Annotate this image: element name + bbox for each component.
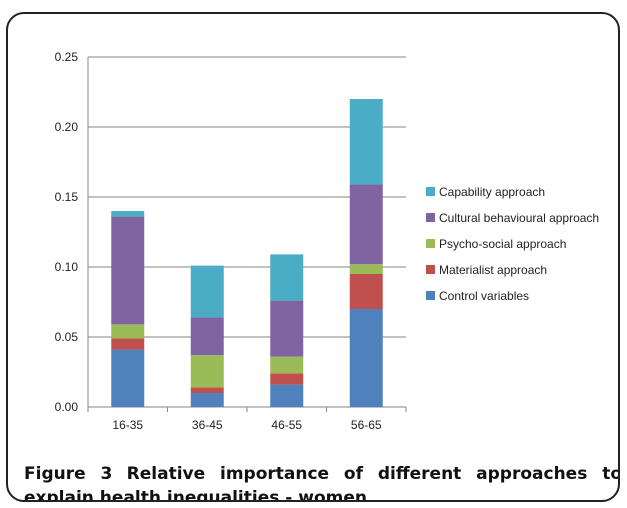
bar-segment bbox=[349, 99, 383, 185]
bar-segment bbox=[190, 387, 224, 393]
bar-segment bbox=[349, 309, 383, 407]
bar-segment bbox=[111, 216, 145, 325]
bar-segment bbox=[190, 317, 224, 356]
legend-label: Psycho-social approach bbox=[439, 237, 566, 251]
y-tick-label: 0.25 bbox=[55, 50, 79, 64]
y-tick-label: 0.00 bbox=[55, 400, 79, 414]
bar-segment bbox=[111, 338, 145, 350]
bar-segment bbox=[190, 265, 224, 318]
y-tick-label: 0.05 bbox=[55, 330, 79, 344]
legend-swatch bbox=[426, 291, 435, 300]
bar-segment bbox=[349, 264, 383, 274]
bar-segment bbox=[111, 324, 145, 339]
x-tick-label: 46-55 bbox=[271, 418, 302, 432]
x-tick-label: 16-35 bbox=[112, 418, 143, 432]
y-tick-label: 0.15 bbox=[55, 190, 79, 204]
caption-label: Figure 3 bbox=[24, 464, 113, 484]
y-tick-label: 0.10 bbox=[55, 260, 79, 274]
bar-segment bbox=[349, 184, 383, 265]
legend-swatch bbox=[426, 265, 435, 274]
bar-segment bbox=[270, 373, 304, 385]
legend-label: Control variables bbox=[439, 289, 529, 303]
legend-swatch bbox=[426, 187, 435, 196]
y-tick-label: 0.20 bbox=[55, 120, 79, 134]
legend-label: Cultural behavioural approach bbox=[439, 211, 599, 225]
stacked-bar-chart: 0.00 0.05 0.10 0.15 0.20 0.25 16-35 36-45 46-55 5… bbox=[55, 50, 599, 432]
caption-text: Relative importance of different approac… bbox=[24, 464, 620, 502]
chart-area: 0.00 0.05 0.10 0.15 0.20 0.25 16-35 36-45 46-55 5… bbox=[18, 22, 618, 442]
legend-label: Materialist approach bbox=[439, 263, 547, 277]
legend-label: Capability approach bbox=[439, 185, 545, 199]
figure-frame: 0.00 0.05 0.10 0.15 0.20 0.25 16-35 36-45 46-55 5… bbox=[6, 12, 620, 502]
bar-segment bbox=[349, 274, 383, 309]
bar-segment bbox=[111, 211, 145, 217]
x-tick-label: 56-65 bbox=[351, 418, 382, 432]
bar-segment bbox=[190, 355, 224, 388]
caption-period: . bbox=[366, 488, 373, 502]
bar-segment bbox=[270, 356, 304, 374]
figure-caption: Figure 3 Relative importance of differen… bbox=[24, 462, 620, 502]
bar-segment bbox=[270, 300, 304, 357]
bar-segment bbox=[111, 349, 145, 407]
bar-segment bbox=[270, 254, 304, 301]
bar-segment bbox=[190, 393, 224, 407]
legend-swatch bbox=[426, 213, 435, 222]
legend-swatch bbox=[426, 239, 435, 248]
bar-segment bbox=[270, 384, 304, 407]
x-tick-label: 36-45 bbox=[192, 418, 223, 432]
